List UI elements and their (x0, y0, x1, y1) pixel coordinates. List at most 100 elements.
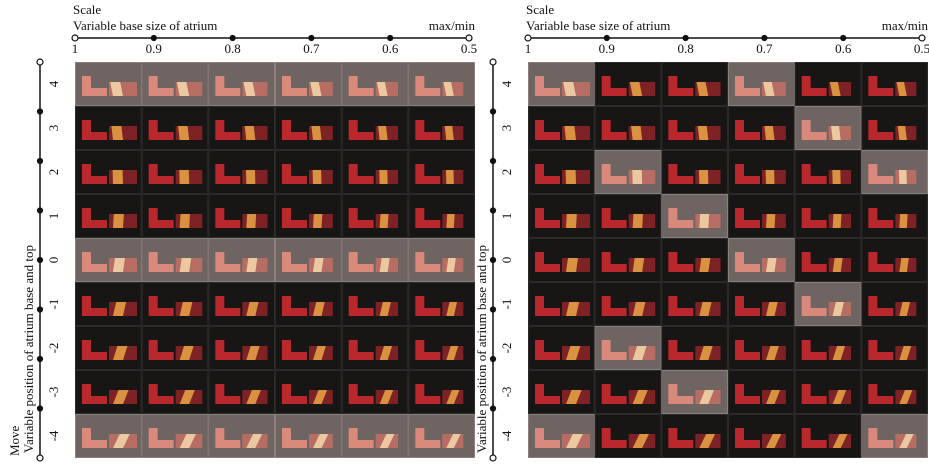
building-l (801, 384, 827, 404)
building-l (535, 120, 560, 140)
atrium (179, 434, 196, 448)
building-l (148, 340, 174, 360)
atrium (378, 126, 388, 140)
building-l (601, 208, 627, 228)
atrium (632, 434, 649, 448)
building-l (868, 76, 894, 96)
variant-cell (728, 150, 795, 194)
building-l (82, 120, 107, 140)
building-l (215, 384, 241, 404)
highlight-marker (341, 238, 409, 282)
scale-dot (524, 34, 532, 42)
building-l (668, 296, 694, 316)
building-l (348, 340, 374, 360)
building-l (601, 296, 627, 316)
variant-cell (594, 282, 662, 326)
building-l (601, 252, 627, 272)
building-l (282, 120, 307, 140)
atrium (699, 434, 716, 448)
move-tick-label: 0 (499, 257, 514, 264)
variant-cell (661, 414, 728, 458)
move-dot (36, 454, 44, 462)
variant-cell (275, 414, 342, 458)
atrium (310, 82, 322, 96)
highlight-marker (794, 106, 862, 150)
variant-cell (728, 282, 795, 326)
scale-dot (71, 34, 79, 42)
atrium (764, 126, 775, 140)
variant-cell (594, 62, 662, 106)
atrium (179, 170, 190, 184)
atrium (176, 82, 190, 96)
variant-cell (141, 414, 209, 458)
atrium (896, 82, 907, 96)
variant-cell (208, 150, 275, 194)
atrium (766, 346, 779, 360)
scale-title: Scale (526, 2, 554, 17)
highlight-marker (728, 62, 795, 106)
atrium (111, 126, 123, 140)
building-l (415, 384, 441, 404)
building-l (535, 76, 560, 96)
atrium (899, 434, 914, 448)
building-l (801, 164, 827, 184)
building-l (415, 76, 441, 96)
atrium (179, 390, 195, 404)
move-tick-label: -3 (46, 387, 61, 398)
atrium (244, 126, 256, 140)
atrium (632, 214, 643, 228)
building-l (601, 384, 627, 404)
building-l (535, 164, 560, 184)
variant-cell (141, 238, 209, 282)
atrium (632, 170, 643, 184)
atrium (246, 346, 260, 360)
highlight-marker (594, 150, 662, 194)
atrium (179, 214, 190, 228)
scale-end: max/min (882, 18, 929, 33)
atrium (832, 170, 841, 184)
variant-cell (275, 62, 342, 106)
atrium (313, 302, 325, 316)
highlight-marker (661, 194, 728, 238)
building-l (601, 120, 627, 140)
building-l (535, 296, 560, 316)
variant-cell (661, 194, 728, 238)
variant-cell (408, 238, 476, 282)
atrium (112, 170, 123, 184)
highlight-marker (275, 62, 342, 106)
building-l (82, 76, 107, 96)
variant-cell (794, 106, 862, 150)
variant-cell (661, 370, 728, 414)
variant-cell (341, 238, 409, 282)
move-label: Variable position of atrium base and top (21, 245, 36, 453)
atrium (629, 82, 643, 96)
move-tick-label: -1 (499, 299, 514, 310)
atrium (313, 258, 324, 272)
highlight-marker (408, 62, 476, 106)
scale-dot (150, 34, 157, 42)
atrium (632, 390, 648, 404)
variant-cell (75, 106, 142, 150)
scale-dot (603, 34, 610, 42)
building-l (82, 384, 107, 404)
move-dot (489, 256, 497, 264)
building-l (82, 208, 107, 228)
building-l (868, 208, 894, 228)
highlight-marker (75, 238, 142, 282)
variant-cell (408, 414, 476, 458)
atrium (113, 346, 128, 360)
atrium (246, 214, 257, 228)
atrium (699, 390, 714, 404)
variant-cell (861, 238, 928, 282)
variant-cell (341, 326, 409, 370)
highlight-marker (528, 62, 595, 106)
variant-cell (728, 414, 795, 458)
variant-cell (594, 150, 662, 194)
highlight-marker (208, 62, 275, 106)
building-l (868, 384, 894, 404)
cell-frame (408, 370, 476, 414)
move-tick-label: 3 (499, 125, 514, 132)
building-l (82, 296, 107, 316)
move-tick-label: 0 (46, 257, 61, 264)
building-l (282, 296, 307, 316)
